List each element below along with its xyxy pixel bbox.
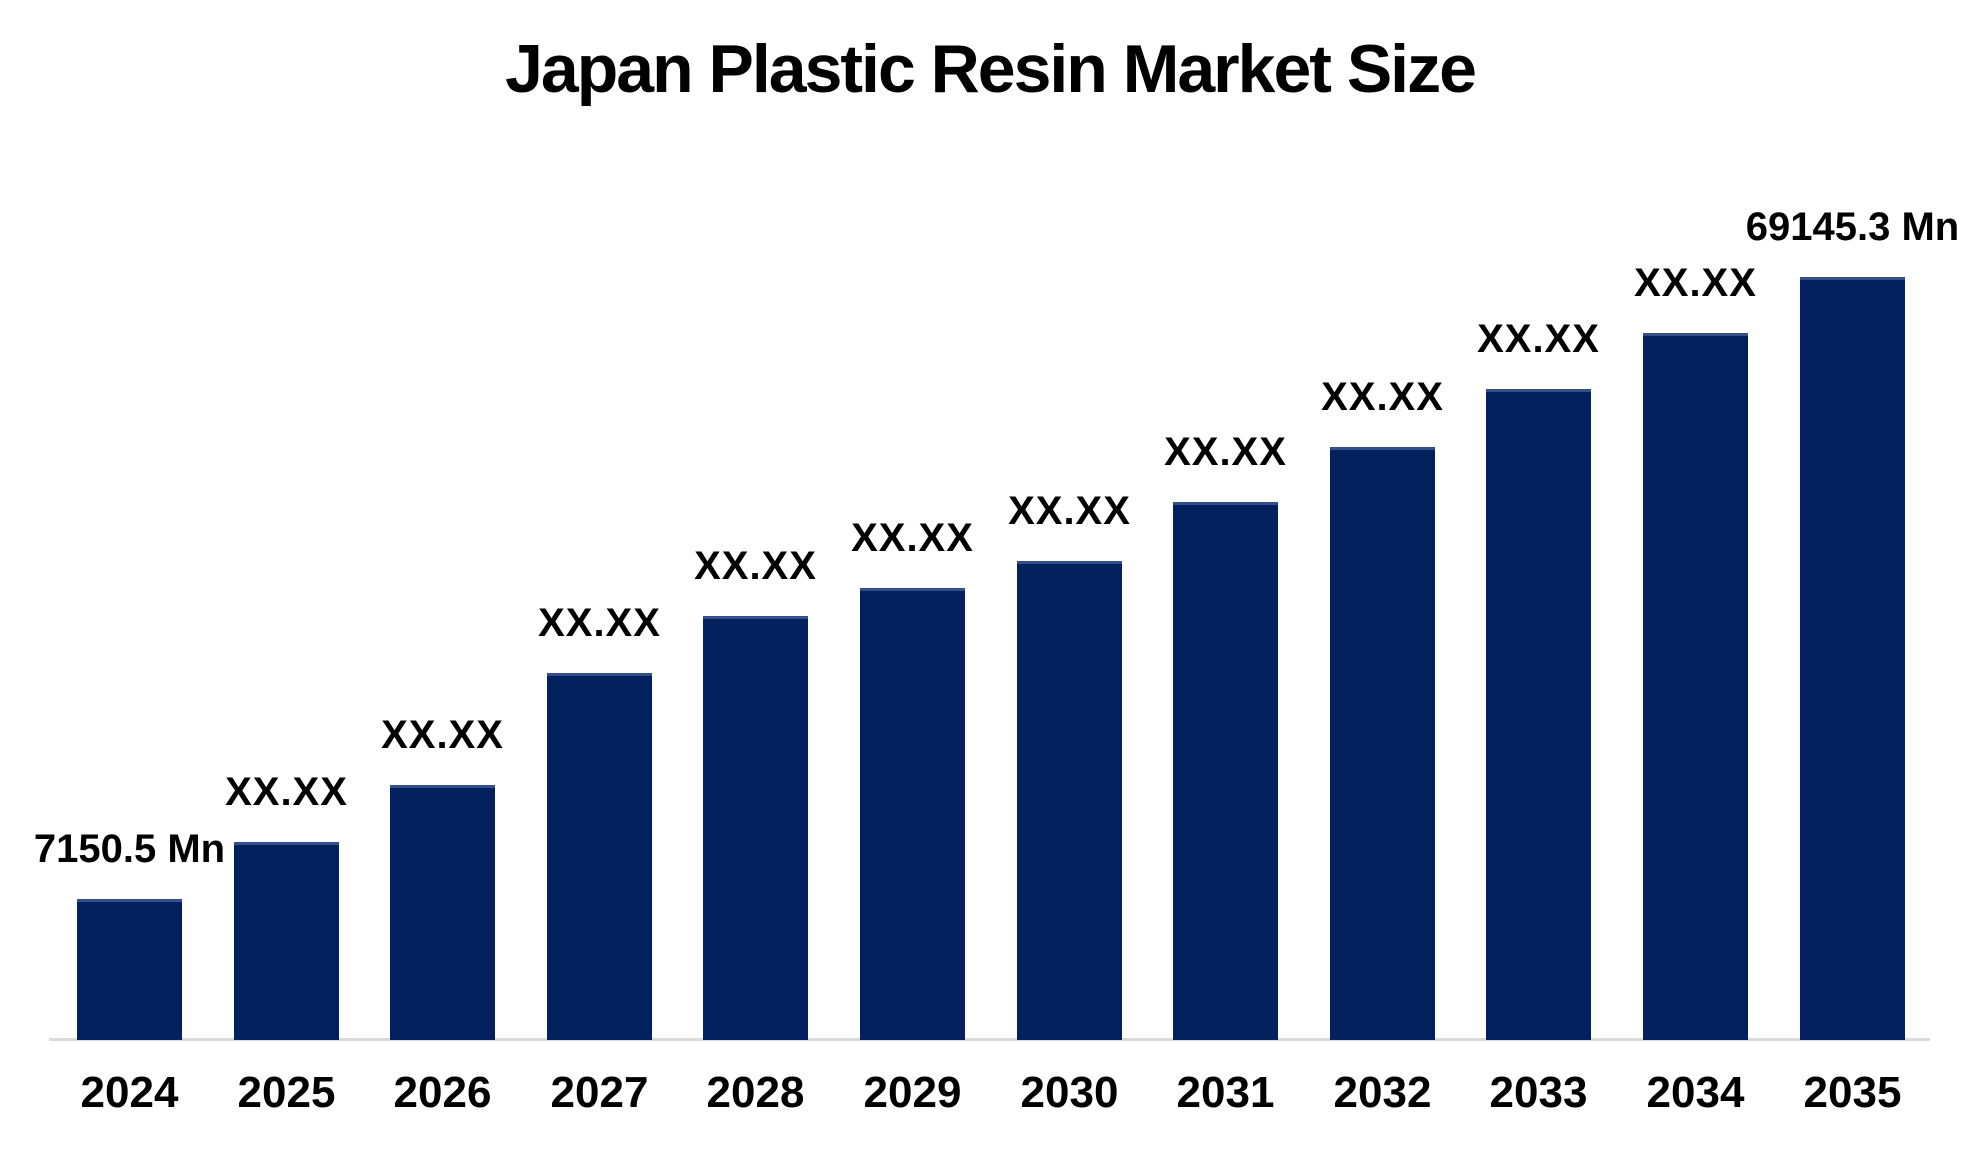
bar-2026 xyxy=(390,785,495,1040)
bar-value-label: XX.XX xyxy=(1008,489,1131,533)
bar-value-label: 7150.5 Mn xyxy=(33,827,226,871)
bar-value-label: XX.XX xyxy=(1634,261,1757,305)
x-tick-label-2033: 2033 xyxy=(1489,1068,1588,1117)
bar-2024 xyxy=(77,899,182,1040)
x-tick-label-2032: 2032 xyxy=(1333,1068,1432,1117)
bar-value-label: XX.XX xyxy=(694,544,817,588)
bar-2025 xyxy=(234,842,339,1040)
x-tick-label-2029: 2029 xyxy=(863,1068,962,1117)
bar-value-label: XX.XX xyxy=(1477,317,1600,361)
bar-value-label: 69145.3 Mn xyxy=(1745,205,1960,249)
bar-value-label: XX.XX xyxy=(851,516,974,560)
bar-value-label: XX.XX xyxy=(1321,375,1444,419)
x-tick-label-2031: 2031 xyxy=(1176,1068,1275,1117)
x-tick-label-2024: 2024 xyxy=(80,1068,179,1117)
bar-value-label: XX.XX xyxy=(1164,430,1287,474)
chart-title: Japan Plastic Resin Market Size xyxy=(505,31,1477,107)
x-tick-label-2035: 2035 xyxy=(1803,1068,1902,1117)
bar-2027 xyxy=(547,673,652,1040)
x-tick-label-2026: 2026 xyxy=(393,1068,492,1117)
bar-2034 xyxy=(1643,333,1748,1040)
bar-2029 xyxy=(860,588,965,1040)
x-tick-label-2030: 2030 xyxy=(1020,1068,1119,1117)
bar-2032 xyxy=(1330,447,1435,1040)
bar-2030 xyxy=(1017,561,1122,1040)
x-tick-label-2025: 2025 xyxy=(237,1068,336,1117)
x-tick-label-2028: 2028 xyxy=(706,1068,805,1117)
bar-value-label: XX.XX xyxy=(381,713,504,757)
x-axis-line xyxy=(49,1038,1930,1041)
bar-2033 xyxy=(1486,389,1591,1040)
bar-value-label: XX.XX xyxy=(538,601,661,645)
x-tick-label-2034: 2034 xyxy=(1646,1068,1745,1117)
bar-value-label: XX.XX xyxy=(225,770,348,814)
bar-2028 xyxy=(703,616,808,1040)
bar-2035 xyxy=(1800,277,1905,1040)
bar-2031 xyxy=(1173,502,1278,1040)
x-tick-label-2027: 2027 xyxy=(550,1068,649,1117)
